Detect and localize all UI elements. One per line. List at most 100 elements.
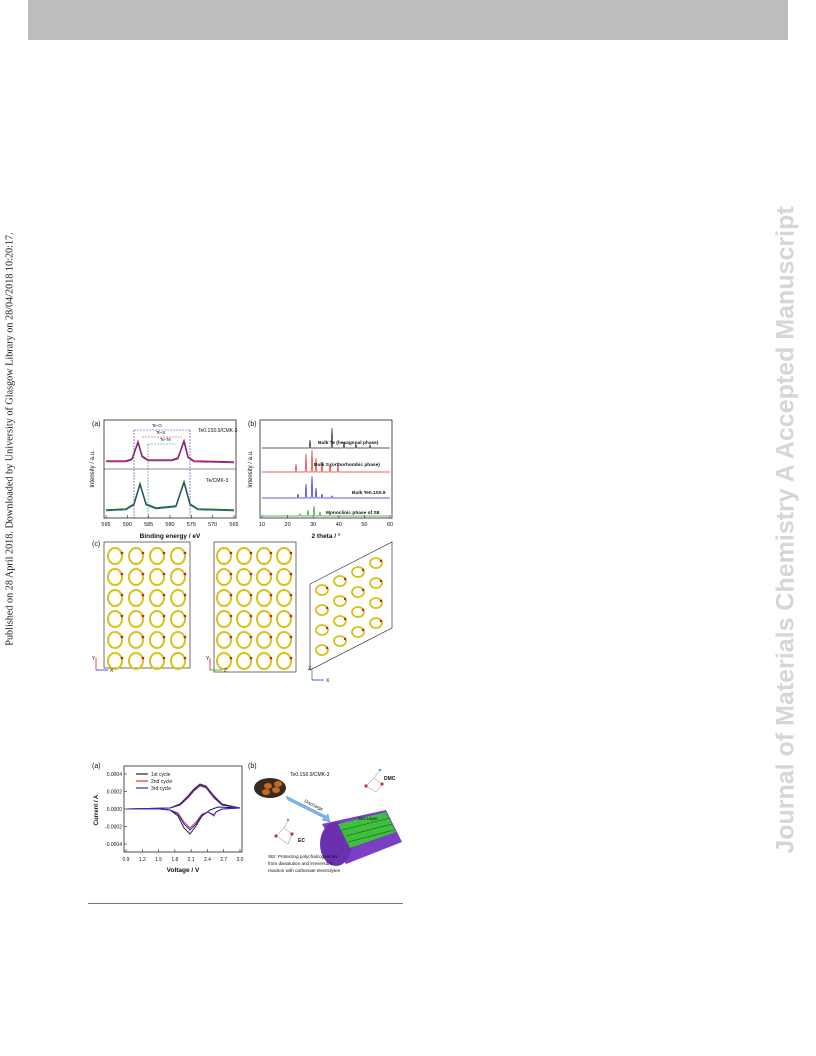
fig1c-axis-label-2a: Y	[206, 656, 210, 662]
fig1c-te-atom	[289, 614, 293, 618]
fig1c-sulfur-ring	[149, 568, 165, 586]
fig2b-carbon-rods	[254, 778, 286, 798]
fig1c-sulfur-ring	[333, 615, 347, 627]
fig1c-sulfur-ring	[128, 547, 144, 565]
fig1c-sulfur-ring	[107, 610, 123, 628]
fig1-panel-c-label: (c)	[92, 541, 100, 548]
fig1c-te-atom	[269, 635, 273, 639]
fig1c-te-atom	[289, 656, 293, 660]
fig1c-sulfur-ring	[170, 610, 186, 628]
fig1c-sulfur-ring	[333, 595, 347, 607]
fig1c-te-atom	[289, 572, 293, 576]
fig1c-sulfur-ring	[216, 610, 232, 628]
fig1a-annotation-te-te: Te-Te	[160, 437, 172, 442]
fig1a-xtick-label: 590	[123, 522, 132, 528]
fig1c-sulfur-ring	[333, 635, 347, 647]
fig2-panel-a-label: (a)	[92, 763, 101, 770]
fig1c-sulfur-ring	[216, 547, 232, 565]
fig1c-te-atom	[289, 635, 293, 639]
fig1c-sulfur-ring	[333, 575, 347, 587]
fig1c-sulfur-ring	[170, 631, 186, 649]
fig1c-te-atom	[229, 614, 233, 618]
fig1c-te-atom	[162, 635, 166, 639]
fig1c-axis-label-2b: Z	[224, 668, 227, 674]
fig1c-te-atom	[162, 572, 166, 576]
fig1c-te-atom	[269, 593, 273, 597]
fig1c-te-atom	[141, 593, 145, 597]
fig1c-te-atom	[289, 593, 293, 597]
fig1-panel-b-label: (b)	[248, 421, 257, 428]
fig1c-te-atom	[249, 656, 253, 660]
fig1b-trace-label-s: Bulk S (orthorhombic phase)	[314, 462, 380, 468]
fig1c-te-atom	[162, 593, 166, 597]
fig2b-material-label: Te0.1S0.9/CMK-3	[290, 772, 330, 778]
fig1c-te-atom	[325, 606, 329, 610]
fig1c-axes	[95, 658, 324, 681]
fig1a-xtick-label: 585	[144, 522, 153, 528]
fig1c-te-atom	[229, 656, 233, 660]
fig1c-te-atom	[269, 656, 273, 660]
fig1c-sulfur-ring	[236, 568, 252, 586]
fig1c-sulfur-ring	[256, 631, 272, 649]
fig1b-trace	[262, 475, 390, 499]
fig2b-dmc-label: DMC	[384, 776, 396, 782]
fig1c-sulfur-ring	[128, 652, 144, 670]
fig2a-xtick-label: 2.4	[204, 857, 211, 863]
fig2a-xtick-label: 0.9	[123, 857, 130, 863]
fig2a-xlabel: Voltage / V	[167, 867, 200, 874]
fig1c-sulfur-ring	[216, 652, 232, 670]
page-header-bar	[28, 0, 788, 40]
fig1a-xtick-label: 570	[208, 522, 217, 528]
fig1c-te-atom	[379, 559, 383, 563]
fig1c-sulfur-ring	[107, 589, 123, 607]
fig1c-sulfur-ring	[107, 547, 123, 565]
fig1a-annotation-te-o: Te-O	[152, 423, 162, 428]
fig1a-bottom-sample: Te/CMK-3	[206, 478, 228, 484]
fig1b-xtick-label: 20	[285, 522, 291, 528]
figure-2: (a) Current / A Voltage / V 0.0004 0.0002…	[90, 758, 402, 884]
fig2a-xtick-label: 1.5	[155, 857, 162, 863]
fig1c-te-atom	[141, 635, 145, 639]
fig1c-te-atom	[120, 551, 124, 555]
fig1c-te-atom	[269, 551, 273, 555]
fig1b-xticks: 10 20 30 40 50 60	[259, 515, 393, 528]
fig1c-te-atom	[120, 656, 124, 660]
fig1c-sulfur-ring	[256, 547, 272, 565]
fig1b-trace	[262, 449, 390, 473]
fig1c-sulfur-ring	[369, 557, 383, 569]
footnote-rule	[88, 903, 403, 904]
fig2a-ytick-label: 0.0000	[107, 807, 123, 813]
fig1c-axis-label-1a: Y	[92, 656, 96, 662]
fig1a-xtick-label: 580	[165, 522, 174, 528]
fig2b-caption-line-3: reaction with carbonate electrolytes	[268, 868, 341, 873]
fig1c-sulfur-ring	[351, 626, 365, 638]
fig1c-te-atom	[120, 572, 124, 576]
fig1b-trace	[262, 505, 390, 517]
fig1b-trace	[262, 427, 390, 449]
fig1c-sulfur-ring	[149, 589, 165, 607]
fig1c-sulfur-ring	[107, 568, 123, 586]
fig1c-sulfur-ring	[276, 568, 292, 586]
fig1c-te-atom	[249, 572, 253, 576]
fig2a-xtick-label: 2.1	[188, 857, 195, 863]
fig1c-te-atom	[249, 593, 253, 597]
fig1c-sulfur-ring	[276, 610, 292, 628]
fig1c-sulfur-ring	[107, 652, 123, 670]
fig1b-xtick-label: 60	[387, 522, 393, 528]
fig1c-te-atom	[141, 656, 145, 660]
fig1c-sulfur-ring	[315, 604, 329, 616]
fig1c-te-atom	[162, 656, 166, 660]
fig1c-sulfur-ring	[276, 547, 292, 565]
fig1c-sulfur-ring	[369, 597, 383, 609]
fig1b-xlabel: 2 theta / °	[312, 532, 341, 540]
fig1c-view-zy	[213, 541, 297, 673]
fig1a-annotation-te-s: Te-S	[156, 430, 165, 435]
fig1c-te-atom	[361, 608, 365, 612]
fig1c-sulfur-ring	[236, 610, 252, 628]
fig1c-te-atom	[249, 551, 253, 555]
fig1b-xtick-label: 50	[361, 522, 367, 528]
fig1c-te-atom	[269, 614, 273, 618]
fig1c-sulfur-ring	[236, 652, 252, 670]
fig1c-te-atom	[361, 568, 365, 572]
